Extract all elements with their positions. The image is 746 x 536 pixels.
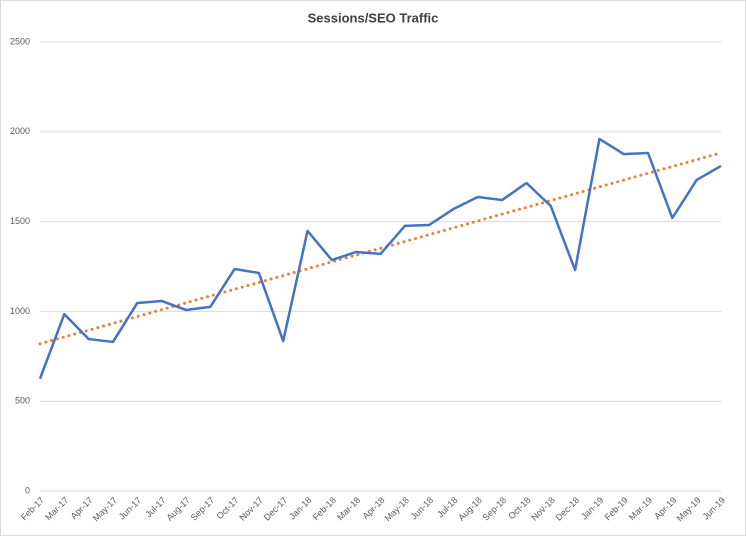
- line-series: [38, 137, 722, 380]
- y-tick-label: 2500: [10, 36, 30, 46]
- trendline: [38, 151, 723, 346]
- y-tick-label: 1000: [10, 306, 30, 316]
- y-tick-label: 500: [15, 396, 30, 406]
- y-tick-label: 2000: [10, 126, 30, 136]
- chart-title: Sessions/SEO Traffic: [308, 10, 439, 25]
- y-tick-label: 0: [25, 485, 30, 495]
- y-tick-label: 1500: [10, 216, 30, 226]
